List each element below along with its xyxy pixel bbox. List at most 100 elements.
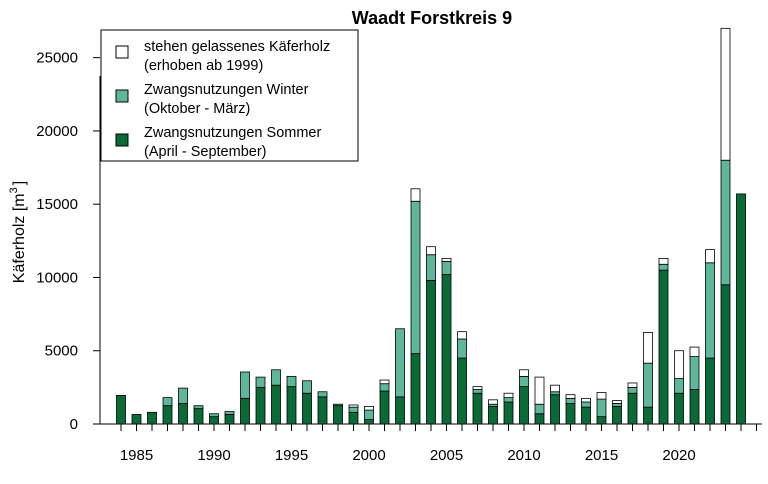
bar-segment-winter-2023 (720, 159, 731, 286)
legend-label-standing: stehen gelassenes Käferholz (144, 39, 330, 55)
bar-segment-summer-2007 (472, 392, 483, 425)
bar-segment-winter-2016 (612, 403, 622, 407)
bar-segment-summer-2021 (689, 389, 700, 425)
bar-segment-summer-1984 (116, 395, 126, 425)
bar-segment-winter-2002 (395, 328, 405, 398)
bar-segment-standing-2005 (441, 258, 452, 262)
bar-segment-standing-2010 (519, 369, 529, 377)
bar-segment-standing-2007 (472, 386, 483, 390)
bar-segment-winter-1992 (240, 371, 250, 399)
bar-segment-summer-2008 (488, 406, 498, 425)
bar-segment-winter-2006 (457, 338, 467, 359)
bar-segment-standing-2020 (674, 350, 684, 379)
bar-segment-standing-2009 (503, 392, 514, 399)
bar-segment-winter-1998 (333, 403, 343, 407)
x-tick-label: 1995 (275, 447, 308, 464)
bar-segment-winter-1995 (286, 375, 297, 388)
bar-segment-winter-2007 (472, 389, 483, 394)
bar-segment-summer-1987 (162, 405, 173, 425)
bar-segment-winter-2014 (581, 401, 591, 408)
bar-segment-summer-2013 (565, 403, 576, 425)
bar-segment-winter-1999 (348, 406, 359, 413)
bar-segment-standing-2023 (720, 27, 731, 161)
bar-segment-standing-2013 (565, 394, 576, 399)
bar-segment-winter-2015 (596, 398, 607, 418)
y-axis-label-main: Käferholz [m (11, 193, 28, 283)
bar-segment-standing-2006 (457, 331, 467, 340)
bar-segment-summer-2006 (457, 357, 467, 425)
bar-segment-summer-2017 (627, 392, 638, 425)
bar-segment-standing-2011 (534, 376, 545, 405)
bar-segment-winter-2010 (519, 375, 529, 388)
bar-segment-summer-2023 (720, 284, 731, 425)
x-axis: 1985 1990 1995 2000 2005 2010 2015 2020 (100, 423, 762, 464)
y-tick-label: 15000 (36, 196, 78, 213)
legend-swatch-standing (115, 45, 129, 59)
x-tick-label: 1990 (197, 447, 230, 464)
bar-segment-winter-2000 (364, 409, 374, 421)
legend-swatch-summer (115, 133, 129, 147)
bar-segment-standing-2016 (612, 400, 622, 404)
x-tick-label: 2020 (662, 447, 695, 464)
y-axis-label-superscript: 3 (8, 187, 20, 193)
bar-segment-summer-1986 (147, 411, 157, 425)
bar-segment-winter-1990 (209, 413, 219, 418)
bar-segment-summer-1985 (131, 414, 142, 425)
bar-segment-summer-1989 (193, 408, 204, 425)
y-axis: 0 5000 10000 15000 20000 25000 (36, 50, 101, 433)
bar-segment-winter-1993 (255, 376, 266, 388)
y-axis-label: Käferholz [m3] (8, 181, 28, 283)
bar-segment-standing-2008 (488, 399, 498, 405)
bar-segment-summer-2018 (643, 406, 653, 425)
bar-segment-summer-2012 (550, 394, 560, 425)
bar-segment-summer-2019 (658, 269, 669, 425)
legend: stehen gelassenes Käferholz (erhoben ab … (100, 29, 359, 162)
bar-segment-standing-1999 (348, 404, 359, 408)
bar-segment-summer-2010 (519, 386, 529, 425)
bar-segment-winter-2017 (627, 386, 638, 394)
bar-segment-summer-2001 (379, 390, 390, 425)
x-tick-label: 2015 (585, 447, 618, 464)
bar-segment-summer-1988 (178, 403, 188, 425)
bar-segment-summer-2004 (426, 279, 436, 425)
bar-segment-summer-2000 (364, 419, 374, 425)
bars (116, 27, 746, 425)
bar-segment-winter-2021 (689, 356, 700, 390)
bar-segment-winter-2019 (658, 263, 669, 271)
bar-segment-winter-1994 (271, 369, 281, 386)
bar-segment-standing-2004 (426, 246, 436, 256)
legend-label-winter: Zwangsnutzungen Winter (144, 82, 309, 98)
bar-segment-summer-2016 (612, 406, 622, 425)
bar-segment-winter-2011 (534, 403, 545, 415)
x-tick-label: 2000 (352, 447, 385, 464)
bar-segment-standing-2012 (550, 384, 560, 393)
x-tick-label: 2010 (507, 447, 540, 464)
bar-segment-standing-2015 (596, 392, 607, 400)
bar-segment-summer-1993 (255, 386, 266, 425)
bar-segment-winter-2009 (503, 397, 514, 403)
bar-segment-summer-1997 (317, 396, 328, 425)
bar-segment-summer-2014 (581, 406, 591, 425)
bar-segment-summer-2020 (674, 392, 684, 425)
chart-title: Waadt Forstkreis 9 (352, 8, 512, 28)
bar-segment-winter-2012 (550, 391, 560, 396)
bar-segment-winter-2004 (426, 254, 436, 281)
y-tick-label: 5000 (45, 343, 78, 360)
bar-segment-winter-2020 (674, 378, 684, 394)
y-tick-label: 10000 (36, 269, 78, 286)
bar-segment-winter-2005 (441, 260, 452, 275)
bar-segment-summer-2002 (395, 396, 405, 425)
x-tick-label: 2005 (430, 447, 463, 464)
bar-segment-summer-2009 (503, 401, 514, 425)
bar-segment-summer-1991 (224, 414, 235, 425)
bar-segment-winter-1988 (178, 387, 188, 404)
bar-segment-summer-1998 (333, 405, 343, 425)
legend-box (100, 29, 359, 162)
bar-segment-winter-2003 (410, 200, 421, 355)
bar-segment-standing-2017 (627, 382, 638, 388)
bar-segment-summer-1996 (302, 392, 312, 425)
legend-label-winter-note: (Oktober - März) (144, 101, 250, 117)
y-tick-label: 20000 (36, 123, 78, 140)
bar-segment-summer-1990 (209, 416, 219, 425)
